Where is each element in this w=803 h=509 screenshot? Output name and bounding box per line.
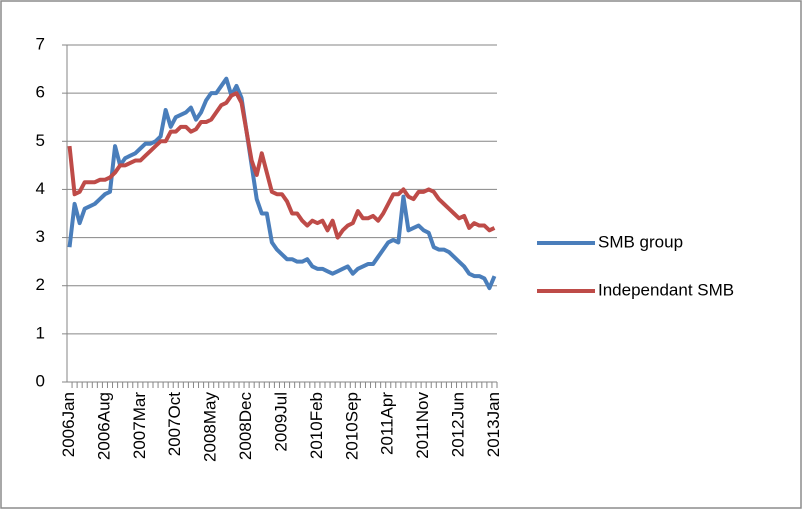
y-tick-label: 0 — [36, 371, 45, 390]
x-tick-label: 2010Sep — [342, 392, 361, 460]
series-line — [67, 76, 497, 291]
x-tick-label: 2006Aug — [94, 392, 113, 460]
series-line — [67, 91, 496, 240]
y-tick-label: 4 — [36, 179, 45, 198]
y-tick-label: 5 — [36, 131, 45, 150]
x-tick-label: 2011Apr — [378, 392, 397, 455]
y-tick-label: 6 — [36, 83, 45, 102]
x-tick-label: 2009Jul — [271, 392, 290, 452]
y-tick-label: 1 — [36, 323, 45, 342]
x-tick-label: 2013Jan — [484, 392, 503, 457]
x-tick-label: 2012Jun — [449, 392, 468, 457]
x-tick-label: 2010Feb — [307, 392, 326, 459]
x-tick-label: 2007Oct — [165, 392, 184, 457]
y-tick-label: 2 — [36, 275, 45, 294]
legend-label: SMB group — [598, 232, 683, 251]
x-tick-label: 2006Jan — [59, 392, 78, 457]
y-tick-label: 3 — [36, 227, 45, 246]
x-tick-label: 2008Dec — [236, 392, 255, 461]
legend-label: Independant SMB — [598, 280, 734, 299]
y-tick-label: 7 — [36, 34, 45, 53]
x-tick-label: 2008May — [201, 392, 220, 462]
x-tick-label: 2007Mar — [130, 392, 149, 459]
x-tick-label: 2011Nov — [413, 392, 432, 459]
